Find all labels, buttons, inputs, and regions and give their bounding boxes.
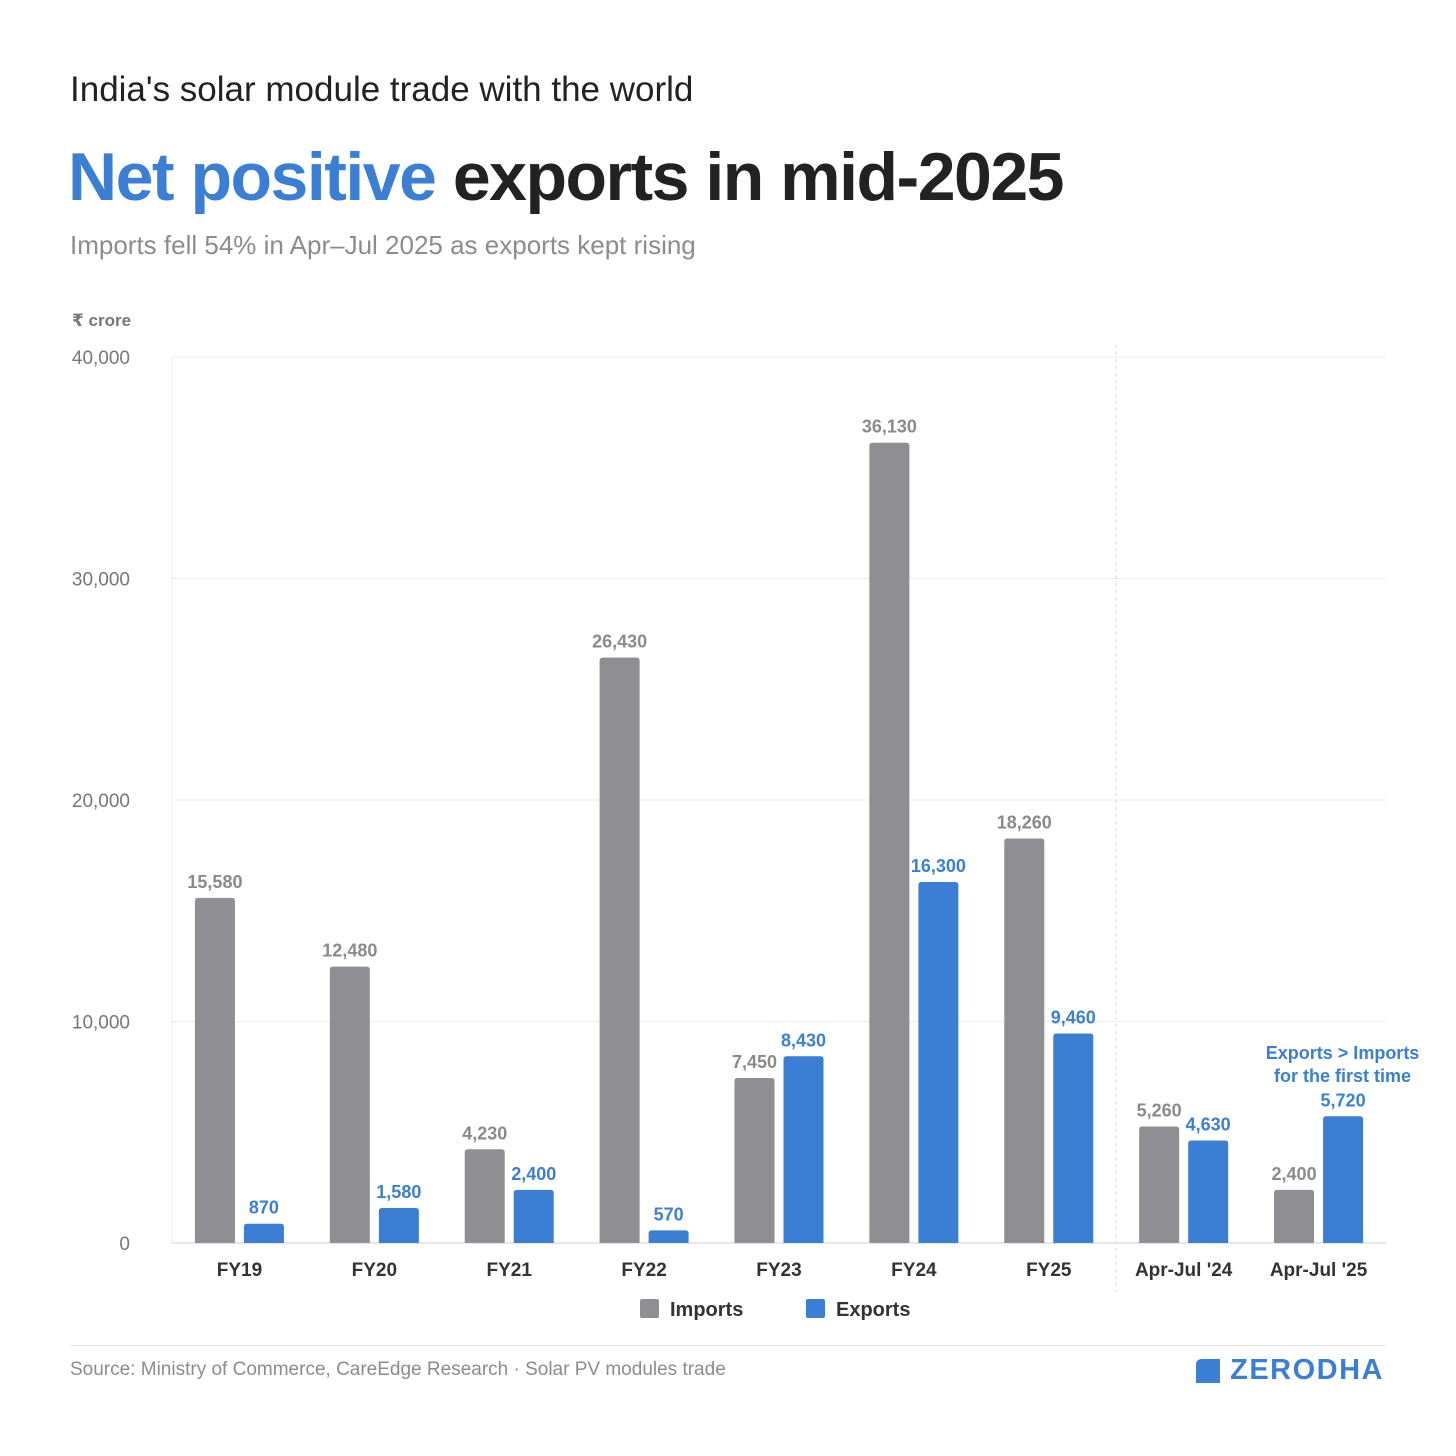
exports-value-label: 870 [249,1198,279,1218]
headline-rest: exports in mid-2025 [435,139,1065,215]
imports-bar [464,1149,505,1243]
exports-bar [1323,1116,1364,1243]
x-tick-label: Apr-Jul '25 [1270,1260,1368,1281]
exports-bar [783,1056,824,1243]
exports-bar [648,1230,689,1243]
exports-bar [243,1223,284,1243]
footer-divider [70,1345,1386,1346]
exports-value-label: 16,300 [911,856,966,876]
x-tick-label: FY20 [352,1260,397,1281]
exports-legend-label: Exports [836,1299,910,1321]
gridlines [171,345,1386,1292]
imports-value-label: 4,230 [462,1123,507,1143]
exports-bar [378,1208,419,1243]
source-note: Source: Ministry of Commerce, CareEdge R… [70,1359,726,1380]
exports-bar [1053,1033,1094,1243]
y-tick-label: 10,000 [72,1013,130,1034]
imports-bar [734,1077,775,1243]
imports-value-label: 7,450 [732,1052,777,1072]
y-axis: 0 10,000 20,000 30,000 40,000 [72,348,130,1255]
headline-accent: Net positive [68,139,437,215]
x-tick-label: FY23 [756,1260,801,1281]
imports-value-label: 2,400 [1272,1164,1317,1184]
x-tick-label: FY19 [217,1260,262,1281]
x-tick-label: Apr-Jul '24 [1135,1260,1233,1281]
imports-legend-label: Imports [670,1299,743,1321]
imports-bar [194,897,235,1243]
x-tick-label: FY21 [487,1260,533,1281]
exports-legend-swatch [806,1299,825,1318]
brand-logo: ZERODHA [1196,1354,1384,1387]
exports-value-label: 4,630 [1186,1114,1231,1134]
imports-legend-swatch [640,1299,659,1318]
annotation-line: for the first time [1274,1066,1411,1086]
y-tick-label: 30,000 [72,570,130,591]
annotation: Exports > Imports for the first time [1266,1043,1420,1086]
imports-bar [329,966,370,1243]
data-labels: 15,580 870 12,480 1,580 4,230 2,400 26,430 570 7… [187,417,1365,1225]
x-tick-label: FY25 [1026,1260,1072,1281]
imports-value-label: 15,580 [187,872,242,892]
imports-value-label: 36,130 [862,417,917,437]
imports-value-label: 26,430 [592,632,647,652]
y-tick-label: 20,000 [72,791,130,812]
x-tick-label: FY24 [891,1260,937,1281]
legend: Imports Exports [640,1299,910,1321]
imports-bar [599,657,640,1243]
exports-value-label: 2,400 [511,1164,556,1184]
imports-bar [1139,1126,1180,1243]
y-tick-label: 40,000 [72,348,130,369]
x-tick-label: FY22 [621,1260,666,1281]
bar-chart: ₹ crore 0 10,000 20,000 30,000 40,000 15,580… [72,311,1420,1321]
exports-value-label: 570 [654,1204,684,1224]
imports-bar [1274,1189,1315,1243]
imports-value-label: 5,260 [1137,1100,1182,1120]
annotation-line: Exports > Imports [1266,1043,1420,1063]
exports-bar [918,881,959,1243]
imports-bar [869,442,910,1244]
imports-value-label: 18,260 [997,813,1052,833]
zerodha-logo-icon [1196,1358,1221,1383]
exports-value-label: 5,720 [1321,1090,1366,1110]
exports-bar [513,1189,554,1243]
exports-value-label: 1,580 [376,1182,421,1202]
imports-value-label: 12,480 [322,941,377,961]
chart-headline: Net positive exports in mid-2025 [68,138,1065,216]
exports-value-label: 9,460 [1051,1007,1096,1027]
bars [194,442,1364,1244]
y-axis-unit-label: ₹ crore [72,311,131,330]
exports-bar [1188,1140,1229,1243]
exports-value-label: 8,430 [781,1030,826,1050]
chart-kicker: India's solar module trade with the worl… [70,70,694,109]
brand-name: ZERODHA [1230,1354,1384,1386]
imports-bar [1004,838,1045,1243]
y-tick-label: 0 [119,1234,130,1255]
x-axis: FY19 FY20 FY21 FY22 FY23 FY24 FY25 Apr-Jul '24 A… [217,1260,1368,1281]
chart-subtitle: Imports fell 54% in Apr–Jul 2025 as expo… [70,230,696,260]
